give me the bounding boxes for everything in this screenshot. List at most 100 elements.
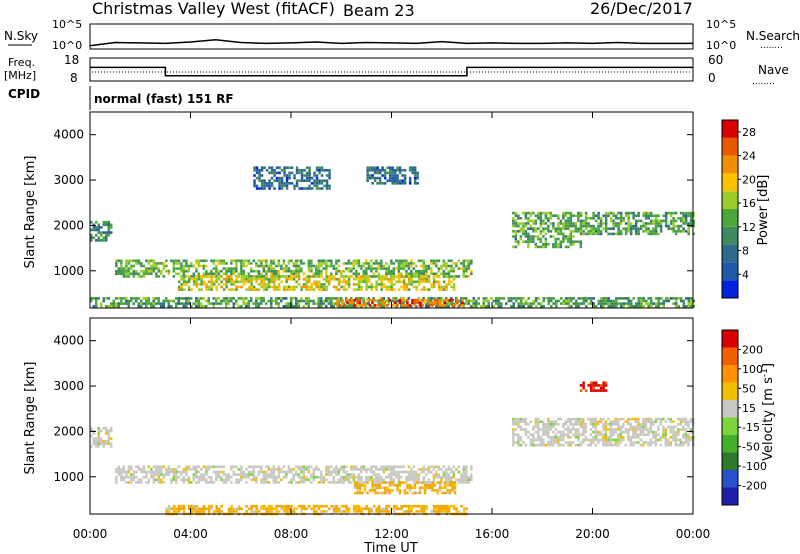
scatter-cell [589,443,593,447]
scatter-cell [627,211,630,215]
scatter-cell [308,171,311,175]
scatter-cell [157,275,161,278]
scatter-cell [422,267,426,270]
scatter-cell [682,433,685,436]
scatter-cell [604,430,608,434]
scatter-cell [542,230,545,233]
scatter-cell [332,302,335,305]
scatter-cell [400,264,403,268]
scatter-cell [240,269,243,273]
scatter-cell [355,288,358,291]
scatter-cell [684,214,688,217]
scatter-cell [450,269,453,273]
scatter-cell [627,436,630,439]
scatter-cell [672,438,675,442]
scatter-cell [125,302,128,305]
scatter-cell [619,436,623,439]
scatter-cell [397,272,401,276]
scatter-cell [240,262,243,265]
scatter-cell [352,510,356,513]
scatter-cell [567,227,570,230]
scatter-cell [629,417,633,421]
scatter-cell [614,420,618,423]
scatter-cell [245,297,248,300]
scatter-cell [175,510,178,513]
scatter-cell [440,297,443,300]
scatter-cell [200,264,203,268]
scatter-cell [205,264,208,268]
scatter-cell [375,465,378,469]
scatter-cell [317,468,321,471]
scatter-cell [396,169,399,172]
scatter-cell [110,231,113,234]
scatter-cell [315,475,318,479]
scatter-cell [290,171,294,175]
scatter-cell [393,176,397,180]
scatter-cell [377,473,381,476]
scatter-cell [160,481,163,484]
scatter-cell [415,478,418,482]
scatter-cell [360,510,363,513]
scatter-cell [117,465,121,469]
scatter-cell [275,481,278,484]
scatter-cell [617,222,620,225]
scatter-cell [282,510,286,513]
scatter-cell [377,277,381,281]
scatter-cell [317,272,321,276]
scatter-cell [300,465,303,469]
scatter-cell [227,269,231,273]
scatter-cell [260,280,263,284]
scatter-cell [285,510,288,513]
scatter-cell [552,227,555,230]
scatter-cell [470,299,473,303]
scatter-cell [604,222,608,225]
scatter-cell [280,299,283,303]
scatter-cell [467,264,471,268]
scatter-cell [684,211,688,215]
scatter-cell [390,470,393,474]
scatter-cell [422,288,426,291]
scatter-cell [285,288,288,291]
scatter-cell [572,433,575,436]
scatter-cell [602,304,605,308]
scatter-cell [597,438,600,442]
scatter-cell [472,302,475,305]
scatter-cell [202,264,206,268]
scatter-cell [607,214,610,217]
scatter-cell [192,272,196,276]
scatter-cell [197,264,201,268]
scatter-cell [335,285,338,289]
scatter-cell [357,478,361,482]
scatter-cell [660,297,663,300]
scatter-cell [667,438,670,442]
scatter-cell [383,304,387,307]
scatter-cell [115,304,118,308]
scatter-cell [377,510,381,513]
scatter-cell [367,280,371,284]
scatter-cell [357,259,361,263]
scatter-cell [165,264,168,268]
scatter-cell [175,473,178,476]
scatter-cell [172,267,176,270]
scatter-cell [547,227,550,230]
scatter-cell [514,219,518,223]
scatter-cell [381,481,384,484]
scatter-cell [323,169,326,172]
scatter-cell [250,275,253,278]
scatter-cell [465,478,468,482]
scatter-cell [427,277,431,281]
scatter-cell [677,217,680,220]
scatter-cell [312,475,316,479]
scatter-cell [115,478,118,482]
scatter-cell [537,430,540,434]
scatter-cell [604,428,608,431]
scatter-cell [205,304,208,308]
scatter-cell [450,280,453,284]
scatter-cell [629,211,633,215]
scatter-cell [527,240,530,243]
scatter-cell [592,436,595,439]
scatter-cell [381,298,384,302]
scatter-cell [647,232,650,236]
scatter-cell [200,288,203,291]
scatter-cell [200,297,203,300]
